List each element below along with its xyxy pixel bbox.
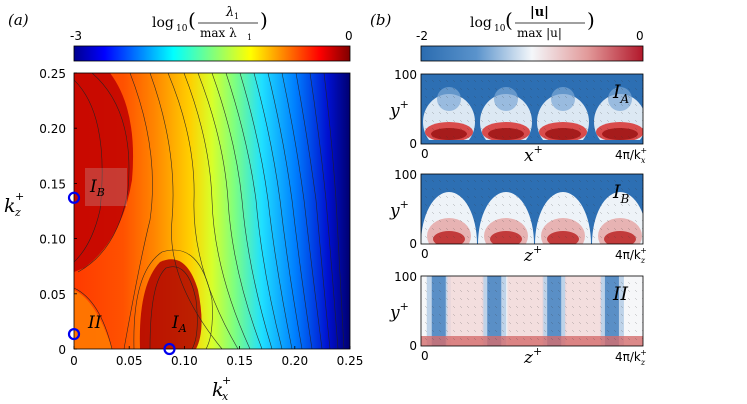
- ylabel-a: k z +: [4, 190, 24, 219]
- colorbar-a-log: log: [152, 15, 174, 31]
- x-tick-label-a: 0: [70, 354, 78, 368]
- annotated-points: [67, 191, 176, 356]
- subplot-label: IA: [612, 81, 630, 106]
- svg-text:x: x: [222, 390, 229, 403]
- colorbar-b: [420, 45, 644, 62]
- colorbar-b-log-sub: 10: [494, 24, 506, 34]
- colorbar-a-den: max λ: [200, 26, 237, 40]
- y-tick-label-a: 0: [58, 343, 66, 357]
- y-tick-label-b: 100: [394, 68, 417, 82]
- label-IA: IA: [171, 313, 187, 335]
- x-tick-right-b: 4π/kz+: [615, 246, 647, 265]
- svg-text:+: +: [222, 374, 231, 387]
- panel-b-label: (b): [370, 11, 391, 29]
- point-marker-IA: [163, 342, 176, 356]
- colorbar-a: [73, 45, 351, 62]
- colorbar-a-max: 0: [345, 29, 353, 43]
- colorbar-b-min: -2: [416, 29, 428, 43]
- y-tick-label-b: 0: [409, 339, 417, 353]
- y-label-b: y+: [389, 98, 409, 121]
- y-tick-label-a: 0.05: [39, 288, 66, 302]
- x-label-b: z+: [523, 345, 542, 368]
- subplot-II: II 100 0 y+ 0 z+ 4π/kz+: [389, 270, 647, 368]
- colorbar-a-min: -3: [70, 29, 82, 43]
- point-marker-IB: [67, 191, 81, 204]
- y-tick-label-a: 0.20: [39, 122, 66, 136]
- svg-text:+: +: [15, 190, 24, 203]
- y-tick-label-a: 0.15: [39, 177, 66, 191]
- subplot-frame: [420, 275, 644, 347]
- subplot-frame: [420, 173, 644, 245]
- subplot-IA: IA 100 0 y+ 0 x+ 4π/kx+: [389, 68, 647, 166]
- svg-text:): ): [260, 8, 268, 32]
- plot-a-frame: [73, 72, 351, 350]
- x-label-b: z+: [523, 243, 542, 266]
- subplot-label: II: [612, 283, 629, 305]
- x-tick-label-a: 0.05: [116, 354, 143, 368]
- colorbar-b-title: log 10 ( |u| max |u| ): [470, 5, 595, 40]
- subplot-IB: IB 100 0 y+ 0 z+ 4π/kz+: [389, 168, 647, 266]
- y-tick-label-a: 0.10: [39, 233, 66, 247]
- x-tick-left-b: 0: [421, 247, 429, 261]
- x-tick-label-a: 0.10: [171, 354, 198, 368]
- label-IB: IB: [89, 177, 105, 199]
- panel-a-label: (a): [8, 11, 29, 29]
- label-II: II: [87, 313, 102, 333]
- x-tick-label-a: 0.20: [281, 354, 308, 368]
- colorbar-b-den: max |u|: [517, 26, 562, 40]
- contour-field: [74, 73, 350, 349]
- y-tick-label-b: 0: [409, 237, 417, 251]
- x-tick-left-b: 0: [421, 349, 429, 363]
- y-tick-label-b: 0: [409, 137, 417, 151]
- x-tick-right-b: 4π/kx+: [615, 146, 647, 165]
- point-labels: IB IA II: [85, 168, 187, 335]
- y-label-b: y+: [389, 198, 409, 221]
- x-tick-left-b: 0: [421, 147, 429, 161]
- svg-text:k: k: [4, 195, 16, 217]
- point-marker-II: [67, 327, 81, 341]
- colorbar-a-title: log 10 ( λ 1 max λ 1 ): [152, 5, 268, 42]
- colorbar-a-num-sub: 1: [234, 12, 239, 21]
- svg-text:(: (: [188, 8, 196, 32]
- x-label-b: x+: [524, 143, 543, 166]
- y-tick-label-b: 100: [394, 168, 417, 182]
- subplot-frame: [420, 73, 644, 145]
- subplot-label: IB: [612, 181, 630, 206]
- svg-text:): ): [587, 8, 595, 32]
- x-tick-label-a: 0.25: [337, 354, 364, 368]
- colorbar-b-max: 0: [636, 29, 644, 43]
- axis-a: 0 0.05 0.10 0.15 0.20 0.25 0 0.05 0.10 0.15 0.20 0.…: [39, 67, 363, 368]
- svg-text:z: z: [14, 206, 21, 219]
- svg-text:k: k: [212, 379, 224, 401]
- colorbar-b-log: log: [470, 15, 492, 31]
- colorbar-b-num: |u|: [530, 5, 549, 20]
- colorbar-a-num: λ: [225, 5, 234, 20]
- y-tick-label-b: 100: [394, 270, 417, 284]
- y-label-b: y+: [389, 300, 409, 323]
- xlabel-a: k x +: [212, 374, 231, 403]
- x-tick-label-a: 0.15: [226, 354, 253, 368]
- colorbar-a-den-sub: 1: [247, 33, 252, 42]
- svg-text:(: (: [505, 8, 513, 32]
- subplots-b: IA 100 0 y+ 0 x+ 4π/kx+ IB 100 0 y+ 0 z+ 4π/kz+ II 100 0…: [389, 68, 647, 368]
- x-tick-right-b: 4π/kz+: [615, 348, 647, 367]
- colorbar-a-log-sub: 10: [176, 24, 188, 34]
- y-tick-label-a: 0.25: [39, 67, 66, 81]
